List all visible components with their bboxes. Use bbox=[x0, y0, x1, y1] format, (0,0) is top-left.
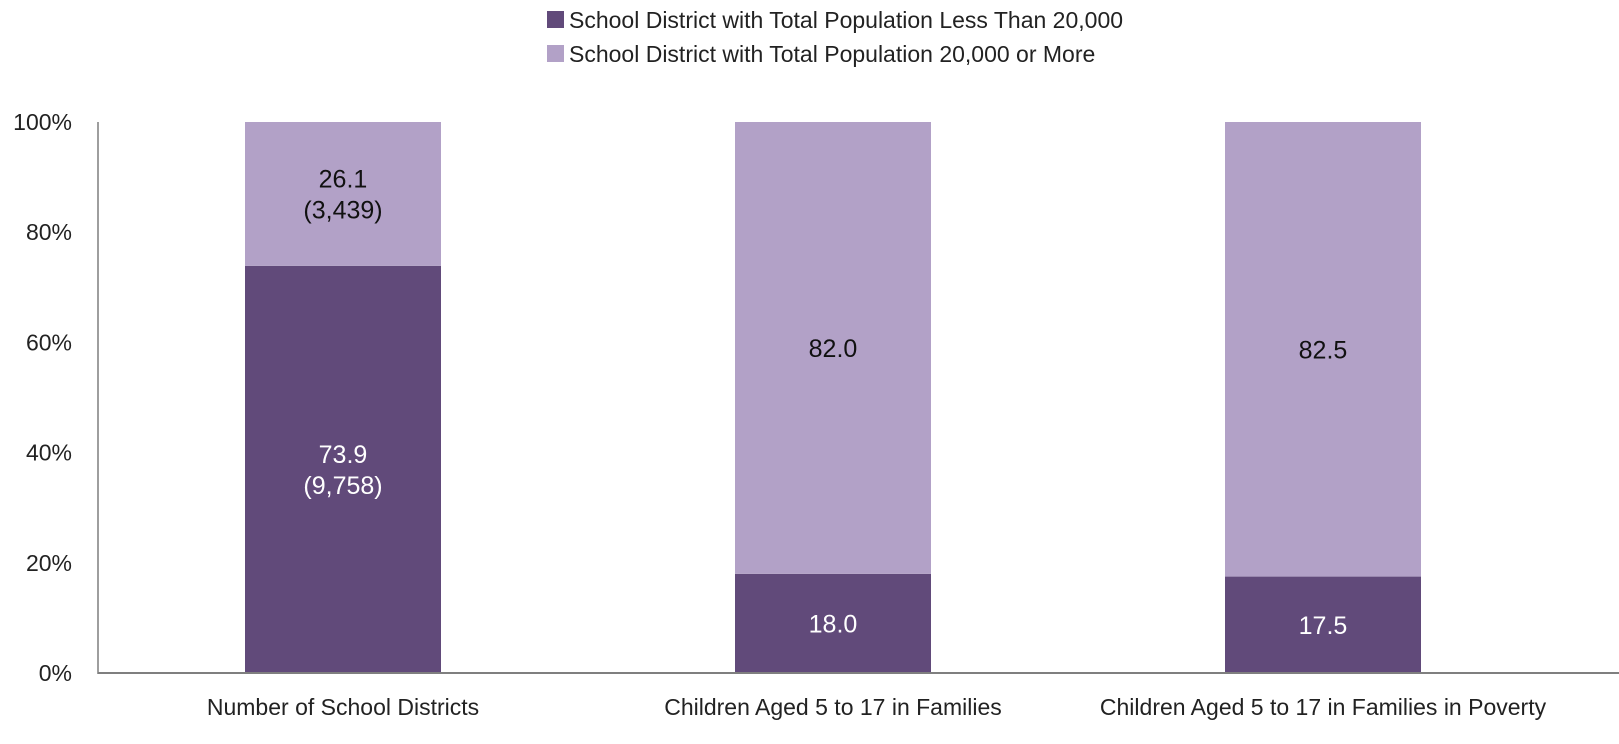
bar-segment-1-0 bbox=[245, 122, 441, 266]
bar-segment-0-0 bbox=[245, 265, 441, 673]
legend-label-0: School District with Total Population Le… bbox=[569, 7, 1123, 33]
data-label: 73.9 bbox=[319, 441, 368, 469]
y-tick-label: 100% bbox=[13, 109, 72, 135]
data-label: (3,439) bbox=[303, 196, 382, 224]
y-tick-label: 40% bbox=[26, 440, 72, 466]
y-tick-label: 0% bbox=[39, 660, 72, 686]
plot-area: 73.9 (9,758) 26.1 (3,439) 18.0 82.0 17.5 82.5 bbox=[245, 122, 1421, 673]
bar-segment-0-1 bbox=[735, 573, 931, 673]
data-label: 82.0 bbox=[809, 335, 858, 363]
legend-swatch-0 bbox=[547, 11, 564, 28]
data-label: 82.5 bbox=[1299, 336, 1348, 364]
data-label: (9,758) bbox=[303, 472, 382, 500]
data-label: 26.1 bbox=[319, 165, 368, 193]
bar-segment-0-2 bbox=[1225, 576, 1421, 673]
x-axis: Number of School Districts Children Aged … bbox=[98, 672, 1619, 720]
legend-swatch-1 bbox=[547, 45, 564, 62]
y-tick-label: 60% bbox=[26, 329, 72, 355]
y-axis: 0% 20% 40% 60% 80% 100% bbox=[13, 109, 99, 686]
legend-label-1: School District with Total Population 20… bbox=[569, 41, 1095, 67]
data-label: 17.5 bbox=[1299, 612, 1348, 640]
bar-segment-1-1 bbox=[735, 122, 931, 574]
x-category-label: Number of School Districts bbox=[207, 694, 479, 720]
x-category-label: Children Aged 5 to 17 in Families in Pov… bbox=[1100, 694, 1547, 720]
data-label: 18.0 bbox=[809, 610, 858, 638]
y-tick-label: 20% bbox=[26, 550, 72, 576]
y-tick-label: 80% bbox=[26, 219, 72, 245]
chart-legend: School District with Total Population Le… bbox=[547, 7, 1123, 67]
bar-segment-1-2 bbox=[1225, 122, 1421, 577]
x-category-label: Children Aged 5 to 17 in Families bbox=[664, 694, 1002, 720]
